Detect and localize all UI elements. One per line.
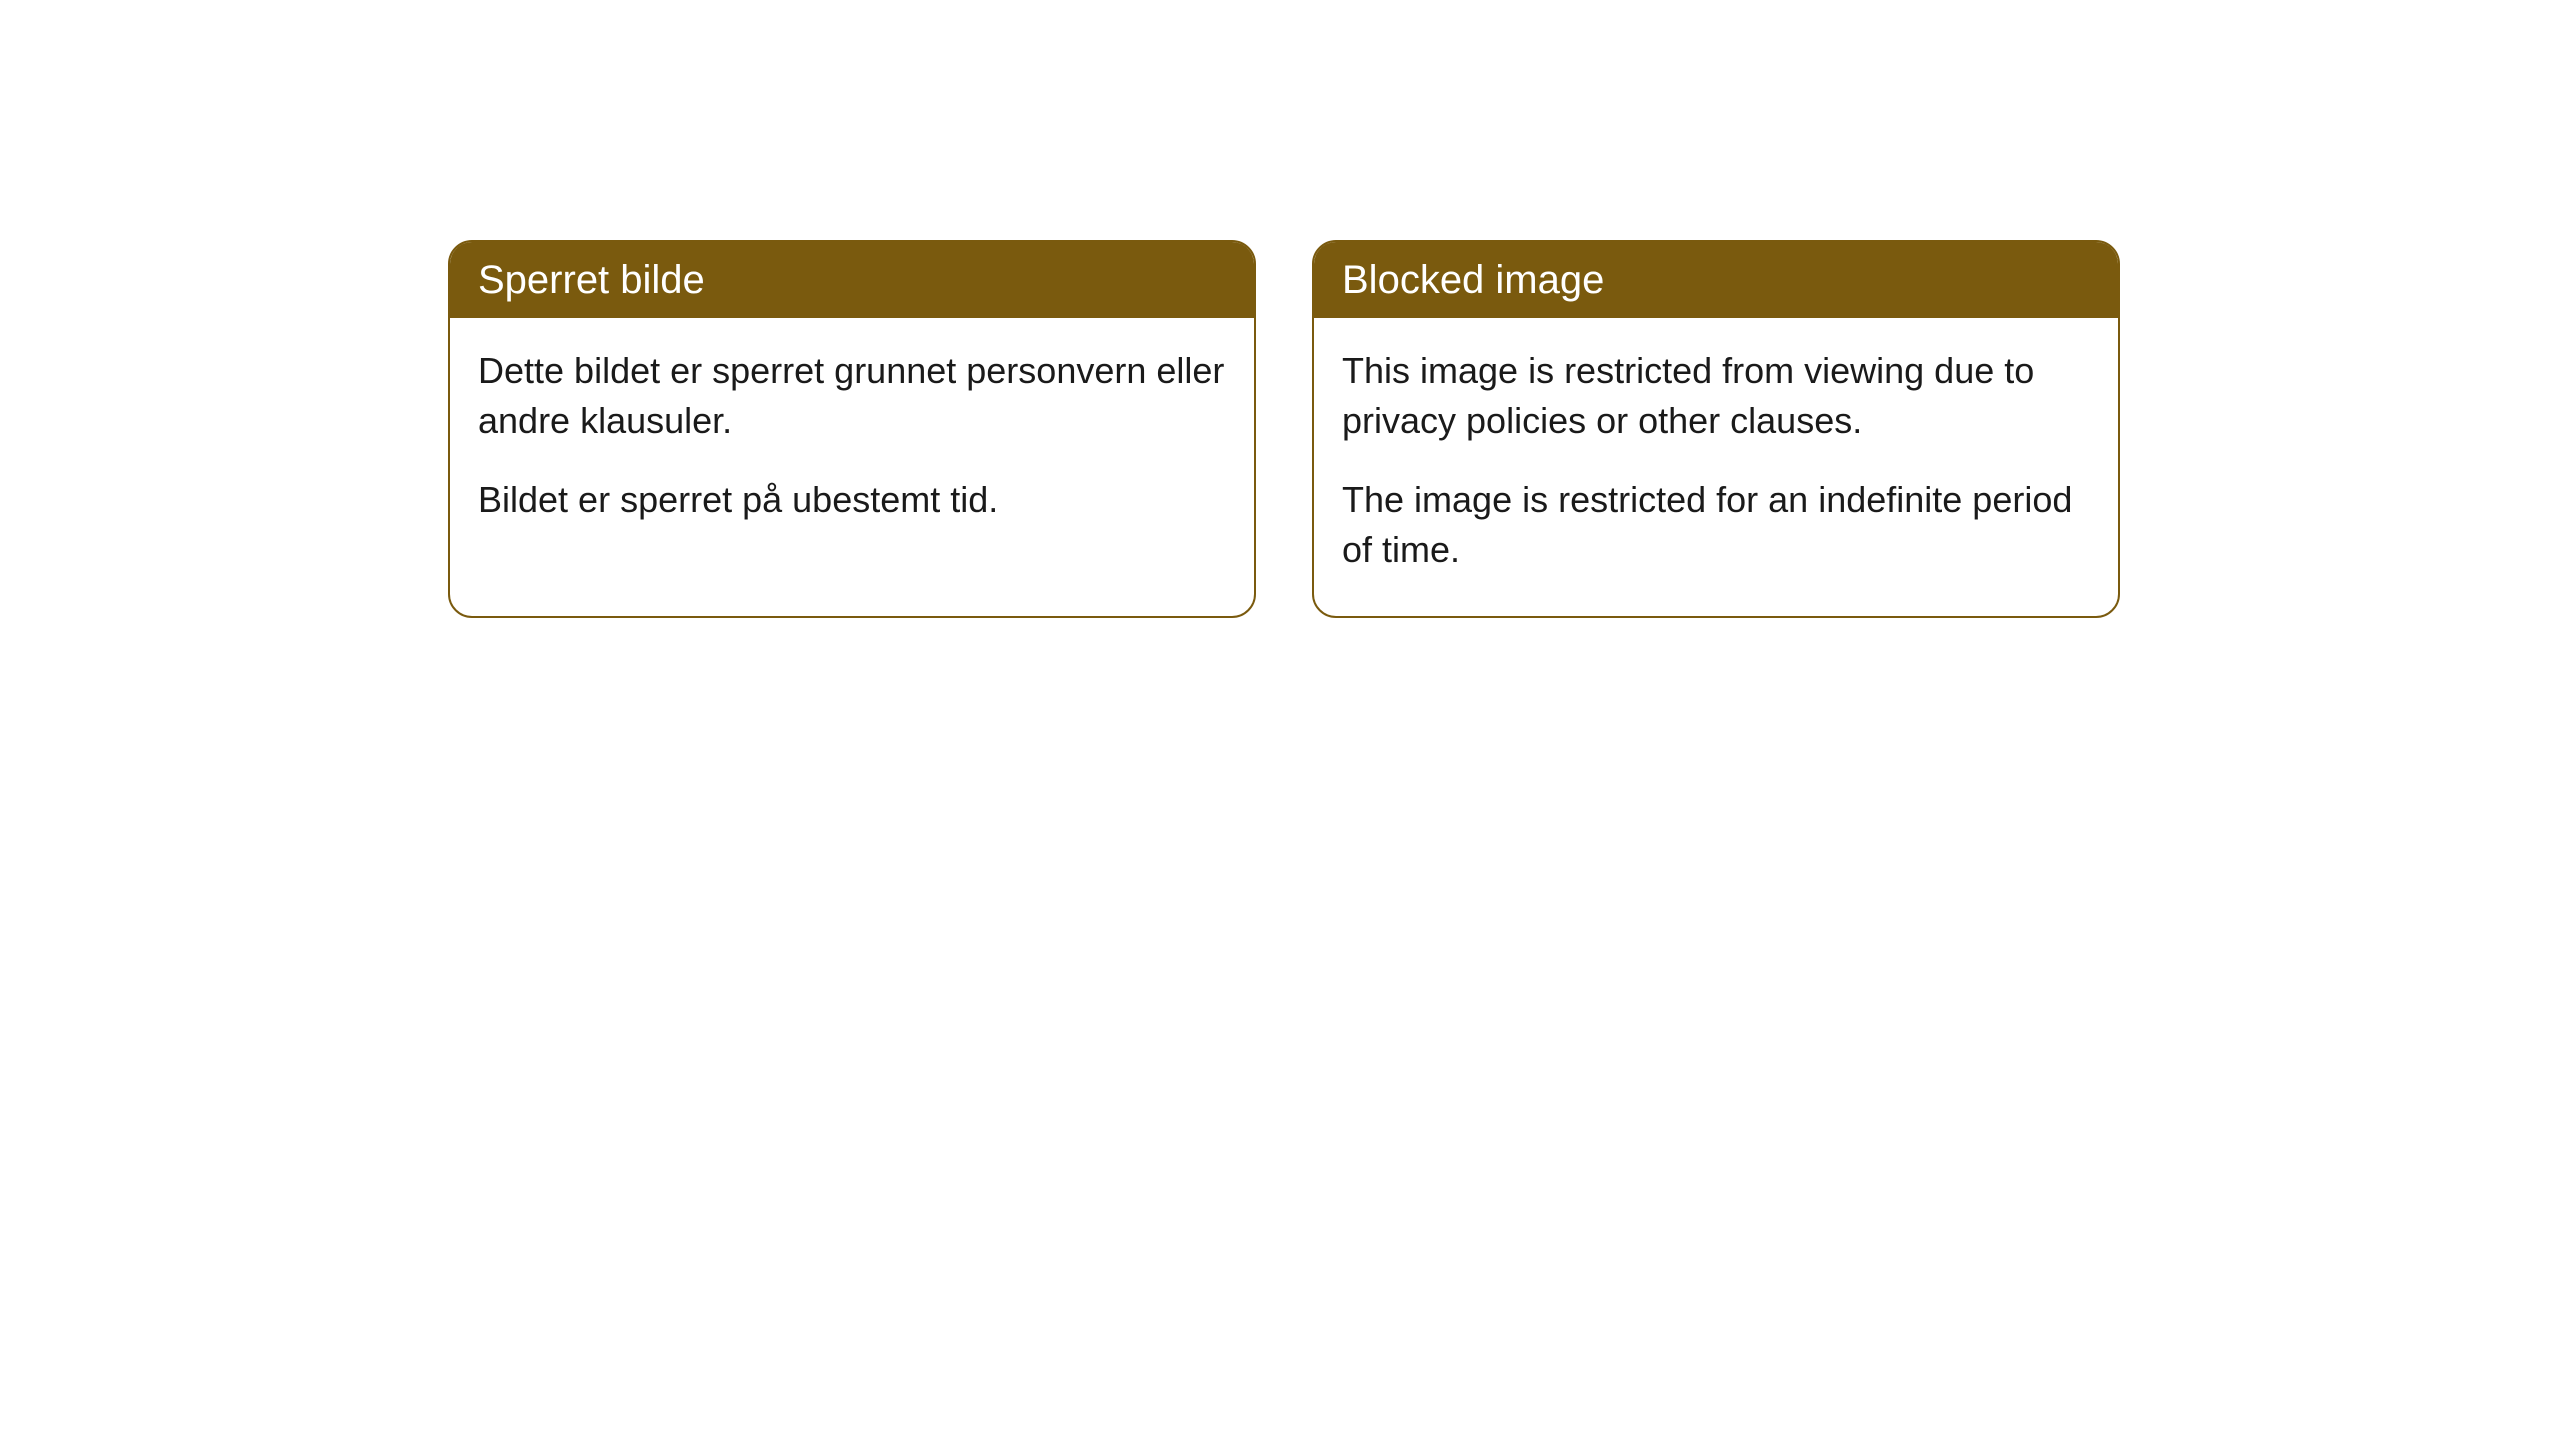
card-text-line-2: Bildet er sperret på ubestemt tid. [478, 475, 1226, 525]
notice-card-norwegian: Sperret bilde Dette bildet er sperret gr… [448, 240, 1256, 618]
card-body: Dette bildet er sperret grunnet personve… [450, 318, 1254, 565]
card-text-line-2: The image is restricted for an indefinit… [1342, 475, 2090, 576]
notice-card-english: Blocked image This image is restricted f… [1312, 240, 2120, 618]
card-body: This image is restricted from viewing du… [1314, 318, 2118, 616]
card-title: Sperret bilde [478, 258, 705, 302]
card-text-line-1: Dette bildet er sperret grunnet personve… [478, 346, 1226, 447]
notice-cards-container: Sperret bilde Dette bildet er sperret gr… [448, 240, 2120, 618]
card-header: Sperret bilde [450, 242, 1254, 318]
card-text-line-1: This image is restricted from viewing du… [1342, 346, 2090, 447]
card-title: Blocked image [1342, 258, 1604, 302]
card-header: Blocked image [1314, 242, 2118, 318]
